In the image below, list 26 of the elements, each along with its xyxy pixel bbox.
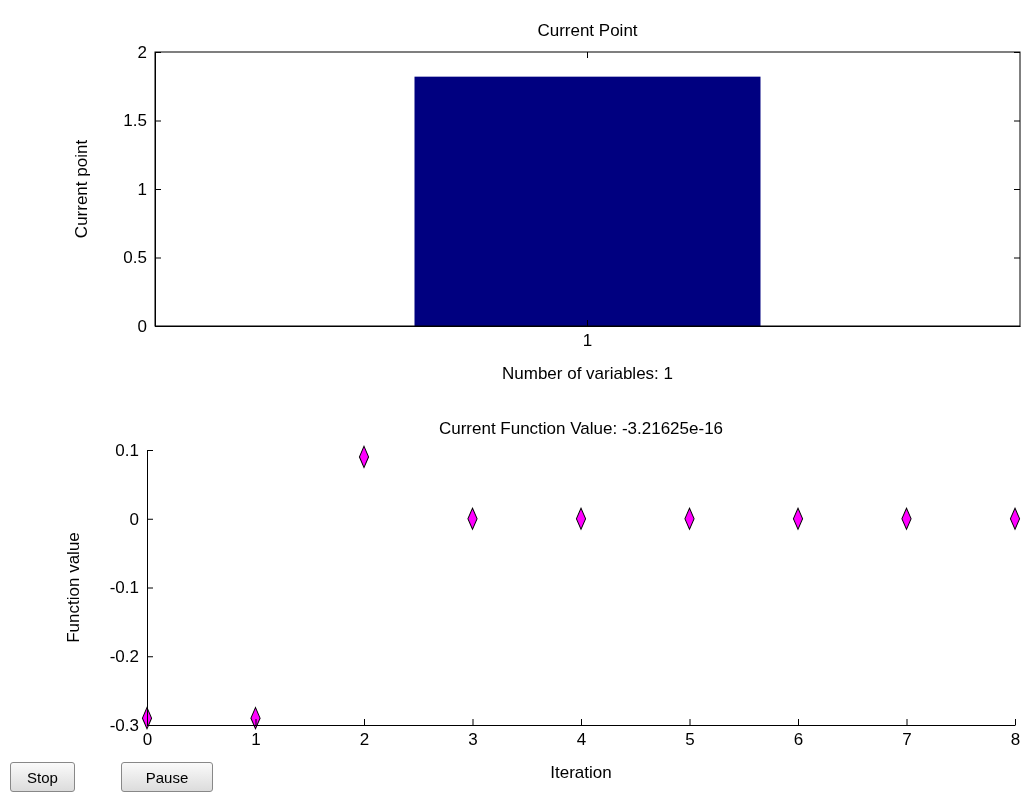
x-axis-title: Number of variables: 1: [501, 364, 674, 383]
y-tick-label: -0.2: [109, 647, 139, 667]
y-axis-title: Current point: [72, 139, 91, 239]
stop-button: Stop: [10, 762, 75, 792]
y-tick-label: 0: [129, 509, 139, 529]
y-tick-label: 0.5: [123, 248, 147, 268]
y-tick-label: 1.5: [123, 111, 147, 131]
y-tick-label: 1: [137, 179, 147, 199]
y-tick-label: 0.1: [115, 440, 139, 460]
y-tick-label: 0: [137, 316, 147, 336]
y-tick-label: -0.3: [109, 715, 139, 735]
x-tick-label: 6: [793, 730, 804, 750]
chart-title: Current Function Value: -3.21625e-16: [438, 419, 724, 438]
chart-title: Current Point: [537, 21, 638, 40]
x-tick-label: 3: [468, 730, 478, 750]
x-tick-label: 4: [576, 730, 587, 750]
x-axis-title: Iteration: [550, 763, 612, 782]
x-tick-label: 1: [251, 730, 261, 750]
x-tick-label: 8: [1010, 730, 1021, 750]
x-tick-label: 5: [685, 730, 695, 750]
x-tick-label: 7: [902, 730, 912, 750]
x-tick-label: 2: [359, 730, 370, 750]
y-tick-label: -0.1: [109, 578, 139, 598]
y-tick-label: 2: [137, 42, 147, 62]
y-axis-title: Function value: [64, 532, 83, 643]
pause-button: Pause: [121, 762, 213, 792]
